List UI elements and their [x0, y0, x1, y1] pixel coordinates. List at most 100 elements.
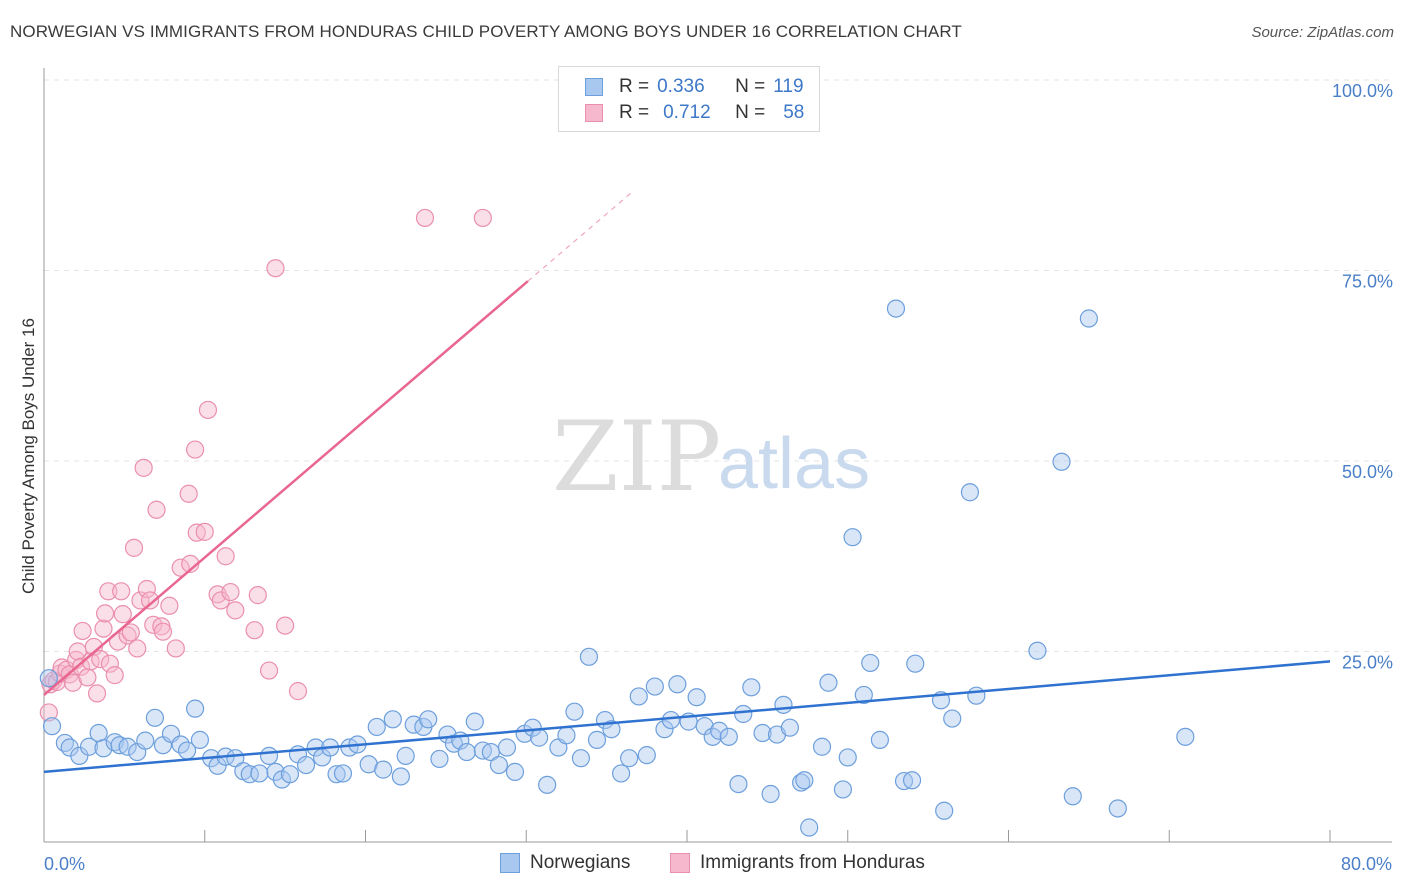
- norwegian-point: [190, 730, 210, 749]
- grid-lines: [44, 79, 1392, 652]
- norwegian-point: [960, 483, 980, 502]
- y-tick-label: 100.0%: [1332, 81, 1393, 101]
- norwegian-point: [505, 762, 525, 781]
- honduras-point: [216, 547, 235, 566]
- norwegian-point: [565, 702, 584, 721]
- norwegian-point: [430, 749, 449, 769]
- norwegian-point: [661, 710, 681, 730]
- honduras-point: [113, 605, 132, 624]
- norwegian-point: [854, 685, 873, 705]
- norwegian-point: [489, 755, 509, 775]
- honduras-point: [91, 650, 110, 669]
- norwegian-point: [259, 746, 279, 765]
- honduras-point: [248, 586, 267, 605]
- honduras-point: [118, 626, 137, 645]
- norwegian-point: [1108, 799, 1127, 818]
- norwegian-point: [39, 669, 58, 688]
- norwegian-point: [1079, 309, 1098, 328]
- norwegian-point: [240, 765, 259, 784]
- norwegian-point: [1176, 727, 1195, 746]
- honduras-point: [147, 500, 166, 519]
- bottom-legend-honduras: Immigrants from Honduras: [670, 852, 925, 874]
- honduras-point: [73, 621, 92, 641]
- honduras-point: [95, 604, 115, 623]
- watermark: ZIP atlas: [552, 401, 870, 513]
- norwegian-point: [906, 654, 925, 673]
- honduras-point: [166, 639, 185, 658]
- honduras-point: [160, 596, 179, 615]
- x-tick-label-max: 80.0%: [1341, 854, 1392, 874]
- norwegian-point: [296, 755, 316, 775]
- honduras-point: [198, 400, 218, 420]
- trend-lines: [43, 190, 1331, 774]
- norwegian-point: [579, 647, 599, 666]
- norwegian-point: [266, 762, 285, 781]
- honduras-point: [124, 538, 144, 557]
- norwegian-point: [833, 780, 853, 799]
- legend-n-label: N =: [735, 102, 766, 123]
- norwegian-point: [419, 710, 438, 729]
- norwegian-point: [280, 765, 300, 784]
- legend-r-label: R =: [619, 76, 650, 97]
- honduras-point: [153, 622, 173, 641]
- norwegian-point: [557, 726, 576, 745]
- norwegian-point: [902, 771, 922, 790]
- honduras-point: [186, 440, 205, 459]
- bottom-legend-label-honduras: Immigrants from Honduras: [700, 852, 925, 873]
- norwegian-point: [935, 801, 954, 820]
- y-tick-labels: 25.0% 50.0% 75.0% 100.0%: [1332, 81, 1393, 673]
- y-tick-label: 75.0%: [1342, 272, 1393, 292]
- norwegian-point: [637, 746, 656, 765]
- norwegian-point: [792, 773, 811, 792]
- norwegian-point: [795, 771, 814, 790]
- honduras-point: [473, 208, 492, 228]
- bottom-legend-norwegians: Norwegians: [500, 852, 630, 874]
- honduras-point: [87, 684, 107, 703]
- y-tick-label: 25.0%: [1342, 653, 1393, 673]
- norwegian-point: [870, 730, 890, 749]
- norwegian-point: [687, 688, 706, 707]
- honduras-points: [39, 208, 492, 722]
- honduras-point: [179, 484, 198, 503]
- norwegian-points: [39, 299, 1195, 837]
- norwegian-point: [742, 678, 761, 697]
- norwegian-point: [145, 708, 165, 727]
- honduras-trend-extension: [527, 190, 635, 282]
- norwegian-point: [42, 717, 62, 736]
- norwegian-point: [396, 746, 415, 765]
- norwegian-point: [367, 717, 386, 737]
- norwegian-point: [587, 730, 607, 749]
- norwegian-point: [861, 653, 880, 673]
- norwegian-point: [1028, 641, 1047, 660]
- honduras-point: [171, 558, 190, 577]
- honduras-point: [131, 591, 150, 610]
- norwegian-point: [186, 699, 205, 718]
- legend-row-norwegians: R = 0.336 N = 119: [585, 74, 804, 100]
- norwegian-point: [79, 737, 99, 756]
- watermark-zip: ZIP: [552, 401, 721, 513]
- norwegian-point: [843, 528, 862, 547]
- bottom-legend-label-norwegians: Norwegians: [530, 852, 631, 873]
- norwegian-point: [710, 721, 729, 740]
- axes: [43, 68, 1392, 843]
- honduras-point: [100, 654, 120, 673]
- norwegian-point: [620, 749, 639, 768]
- legend-r-value: 0.336: [657, 76, 705, 97]
- norwegian-point: [250, 764, 269, 783]
- norwegian-point: [70, 746, 89, 765]
- x-tick-marks: [204, 830, 1331, 842]
- honduras-point: [276, 616, 295, 635]
- honduras-point: [221, 582, 240, 602]
- honduras-point: [288, 682, 308, 701]
- y-tick-label: 50.0%: [1342, 462, 1393, 482]
- norwegian-point: [538, 775, 557, 794]
- norwegian-point: [838, 748, 857, 767]
- norwegian-point: [734, 704, 753, 724]
- norwegian-point: [118, 737, 137, 756]
- norwegian-point: [391, 767, 410, 786]
- honduras-point: [266, 259, 285, 278]
- honduras-point: [39, 703, 58, 722]
- honduras-point: [140, 591, 160, 610]
- norwegian-point: [1052, 452, 1071, 471]
- honduras-point: [195, 522, 214, 541]
